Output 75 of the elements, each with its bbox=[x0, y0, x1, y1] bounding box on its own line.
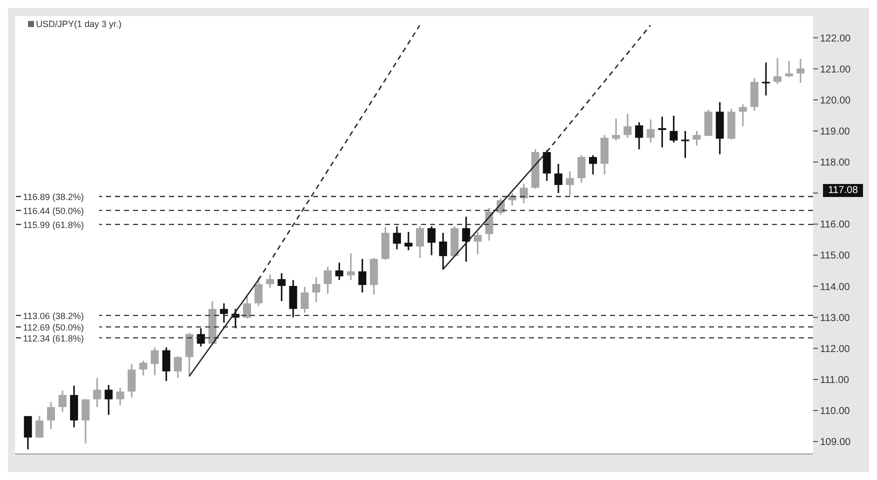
candlestick bbox=[185, 332, 194, 378]
candlestick bbox=[416, 226, 424, 259]
candlestick bbox=[335, 262, 344, 281]
y-tick-label: 115.00 bbox=[820, 250, 850, 262]
ref-line-label: 116.89 (38.2%) bbox=[23, 192, 84, 202]
y-tick-label: 122.00 bbox=[820, 33, 852, 44]
candlestick bbox=[324, 266, 332, 294]
candlestick bbox=[577, 154, 586, 184]
candlestick bbox=[128, 363, 136, 398]
candlestick bbox=[58, 390, 67, 413]
candlestick bbox=[404, 231, 412, 251]
ref-line-label: 112.34 (61.8%) bbox=[23, 333, 84, 344]
candlestick bbox=[542, 149, 551, 182]
ref-line-label: 112.69 (50.0%) bbox=[23, 322, 84, 332]
candlestick bbox=[358, 258, 366, 294]
y-tick-label: 118.00 bbox=[820, 158, 850, 169]
candlestick bbox=[82, 398, 90, 444]
y-tick-label: 114.00 bbox=[820, 282, 850, 293]
candlestick bbox=[439, 232, 448, 270]
candlestick bbox=[612, 118, 620, 142]
candlestick bbox=[278, 272, 286, 302]
candlestick bbox=[796, 58, 805, 84]
candlestick bbox=[692, 130, 701, 146]
candlestick bbox=[773, 57, 782, 85]
y-tick-label: 111.00 bbox=[820, 374, 850, 386]
candlestick bbox=[346, 252, 355, 281]
candlestick bbox=[762, 62, 770, 96]
candlestick bbox=[520, 182, 528, 204]
candlestick bbox=[104, 384, 113, 416]
y-tick-label: 113.00 bbox=[820, 312, 850, 324]
ref-line-label: 116.44 (50.0%) bbox=[23, 206, 84, 216]
chart-title: USD/JPY(1 day 3 yr.) bbox=[36, 19, 122, 29]
candlestick bbox=[785, 60, 794, 78]
y-tick-label: 110.00 bbox=[820, 406, 850, 418]
candlestick bbox=[392, 226, 401, 250]
candlestick bbox=[635, 121, 644, 150]
candlestick bbox=[566, 170, 574, 196]
candlestick bbox=[35, 415, 44, 439]
candlestick bbox=[554, 163, 562, 194]
ref-line-label: 113.06 (38.2%) bbox=[23, 310, 84, 321]
candlestick bbox=[670, 114, 678, 144]
candlestick bbox=[681, 130, 690, 159]
candlestick bbox=[174, 355, 182, 379]
candlestick bbox=[624, 113, 632, 139]
candlestick bbox=[93, 377, 102, 408]
candlestick bbox=[162, 346, 170, 382]
text: 117.08 bbox=[823, 184, 863, 197]
candlestick bbox=[220, 302, 228, 324]
y-tick-label: 112.00 bbox=[820, 344, 850, 355]
y-tick-label: 119.00 bbox=[820, 126, 850, 138]
candlestick bbox=[243, 296, 252, 320]
candlestick bbox=[658, 116, 666, 148]
candlestick bbox=[254, 276, 263, 307]
y-tick-label: 116.00 bbox=[820, 220, 850, 231]
candlestick bbox=[289, 279, 298, 318]
candlestick bbox=[46, 401, 55, 430]
y-tick-label: 120.00 bbox=[820, 95, 852, 106]
candlestick bbox=[139, 360, 148, 376]
candlestick bbox=[312, 276, 320, 303]
candlestick bbox=[474, 231, 482, 256]
candlestick bbox=[266, 274, 274, 289]
y-tick-label: 109.00 bbox=[820, 437, 852, 448]
candlestick bbox=[116, 387, 124, 406]
candlestick bbox=[588, 154, 597, 176]
candlestick bbox=[646, 118, 655, 144]
candlestick bbox=[300, 286, 309, 314]
candlestick bbox=[462, 216, 470, 262]
ref-line-label: 115.99 (61.8%) bbox=[23, 220, 84, 230]
candlestick bbox=[428, 226, 436, 256]
y-tick-label: 121.00 bbox=[820, 64, 852, 76]
candlestick bbox=[150, 346, 159, 376]
candlestick bbox=[24, 415, 32, 450]
candlestick bbox=[196, 327, 205, 348]
candlestick bbox=[738, 103, 747, 128]
candlestick bbox=[485, 207, 494, 242]
